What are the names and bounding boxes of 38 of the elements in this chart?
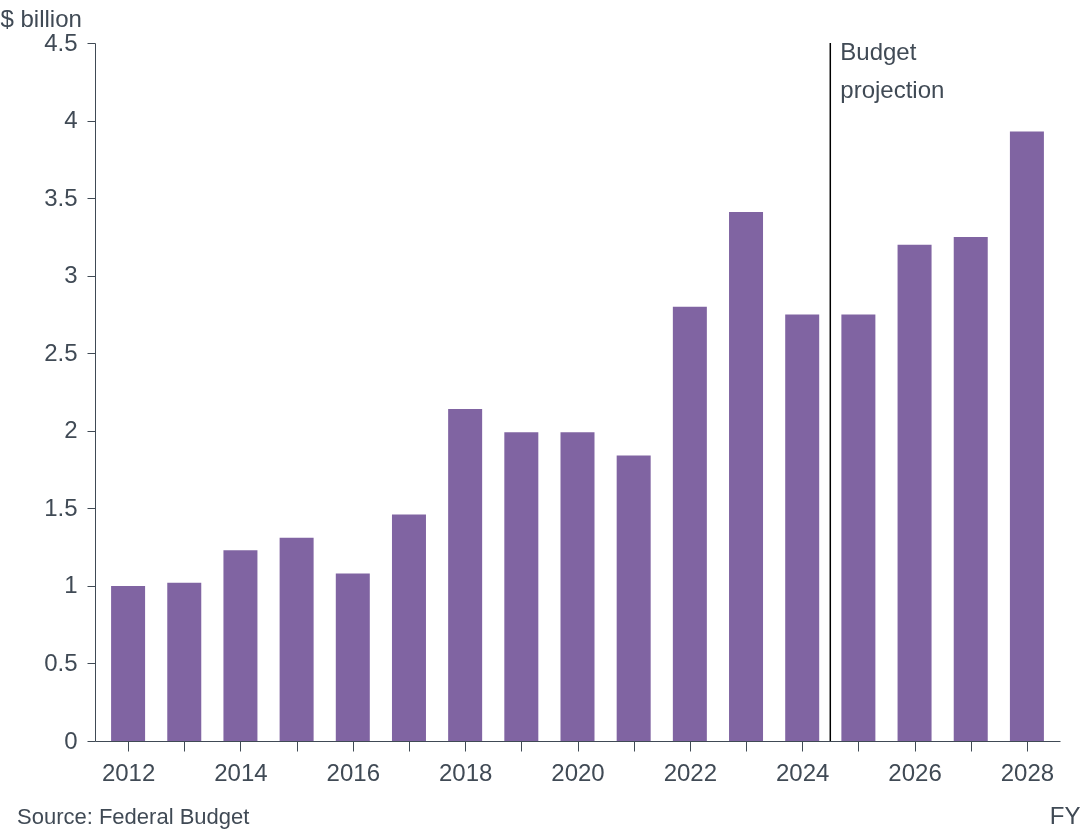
x-tick-label: 2024 [776,758,830,786]
bar [785,314,820,741]
bar [335,573,370,741]
y-tick-label: 1 [64,571,78,599]
y-tick-label: 4 [64,106,78,134]
bar [223,550,258,741]
bar [279,537,314,741]
source-note: Source: Federal Budget [17,804,250,829]
x-tick-label: 2016 [326,758,380,786]
bar [1009,131,1044,741]
bar [672,306,707,741]
bar [448,409,483,741]
bar [111,585,146,741]
bar [841,314,876,741]
x-tick-label: 2018 [438,758,493,786]
bar [897,244,932,741]
x-tick-label: 2026 [888,758,942,786]
y-tick-label: 2 [64,416,78,444]
y-tick-label: 3 [64,261,78,289]
y-tick-label: 3.5 [44,183,78,211]
bar [616,455,651,741]
bar [167,582,202,741]
x-axis-title: FY [1049,801,1081,829]
y-tick-label: 2.5 [44,338,78,366]
x-tick-label: 2012 [101,758,156,786]
x-tick-label: 2022 [663,758,718,786]
y-tick-label: 0.5 [44,648,78,676]
bar [560,432,595,741]
x-tick-label: 2014 [214,758,268,786]
x-tick-label: 2020 [551,758,605,786]
x-tick-label: 2028 [1000,758,1055,786]
bar [504,432,539,741]
ref-line-label: Budget projection [840,38,945,103]
bar [953,236,988,741]
y-tick-label: 0 [64,726,78,754]
bar [729,212,764,741]
bar [391,514,426,741]
y-tick-label: 1.5 [44,493,78,521]
